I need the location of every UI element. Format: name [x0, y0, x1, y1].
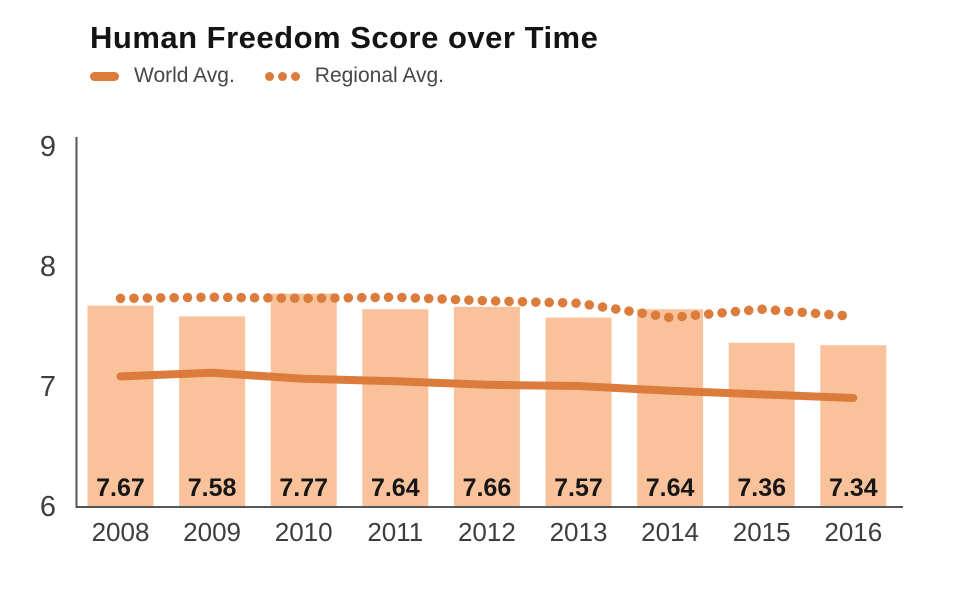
bar [728, 342, 795, 506]
bar [637, 309, 704, 506]
x-axis-tick-label: 2011 [367, 517, 423, 547]
legend: World Avg. Regional Avg. [90, 61, 444, 91]
bar-value-label: 7.64 [371, 474, 420, 502]
regional-avg-dots-swatch-icon [264, 71, 300, 81]
x-axis-tick-label: 2010 [275, 517, 333, 547]
bar-value-label: 7.77 [279, 474, 328, 502]
bar [270, 293, 337, 506]
bar [179, 316, 246, 506]
y-axis-tick-label: 8 [40, 251, 56, 283]
x-axis-tick-label: 2009 [183, 517, 241, 547]
legend-label-regional-avg: Regional Avg. [314, 64, 444, 87]
legend-label-world-avg: World Avg. [134, 64, 235, 87]
x-axis-tick-label: 2015 [733, 517, 791, 547]
y-axis-tick-label: 9 [40, 131, 56, 163]
axes [75, 137, 903, 508]
y-axis-tick-label: 6 [40, 491, 56, 523]
bar-value-label: 7.66 [463, 474, 512, 502]
x-axis-tick-label: 2013 [550, 517, 608, 547]
legend-item-world-avg: World Avg. [90, 64, 235, 88]
x-axis-tick-label: 2008 [92, 517, 150, 547]
x-axis-tick-label: 2016 [824, 517, 882, 547]
world-avg-line-swatch-icon [90, 71, 119, 81]
chart-title: Human Freedom Score over Time [90, 20, 599, 55]
bar-value-label: 7.67 [96, 474, 145, 502]
y-axis-tick-label: 7 [40, 371, 56, 403]
world-avg-line [116, 368, 858, 402]
bar [545, 317, 612, 506]
bar-value-label: 7.57 [554, 474, 603, 502]
bar-value-label: 7.58 [188, 474, 237, 502]
bar [453, 306, 520, 506]
bar [87, 305, 154, 506]
legend-item-regional-avg: Regional Avg. [264, 64, 444, 88]
x-axis-tick-label: 2014 [641, 517, 699, 547]
bar [820, 345, 887, 506]
x-axis-tick-label: 2012 [458, 517, 516, 547]
bar-value-label: 7.36 [737, 474, 786, 502]
regional-avg-line [115, 292, 859, 323]
bar-value-label: 7.34 [829, 474, 878, 502]
bar [362, 309, 429, 506]
bar-value-label: 7.64 [646, 474, 695, 502]
